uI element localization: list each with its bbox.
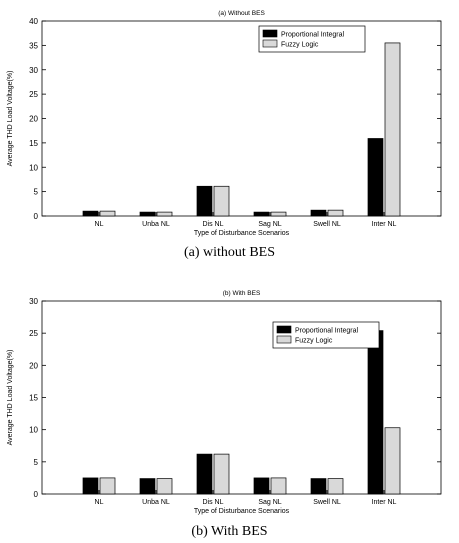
bar-proportional-integral — [253, 477, 270, 495]
chart-title: (a) Without BES — [218, 10, 265, 17]
x-tick-label: Inter NL — [372, 499, 397, 506]
bar-fuzzy-logic — [384, 42, 401, 217]
bar-chart-without-bes: (a) Without BES 0 5 10 15 20 25 30 35 40 NL Unba NL… — [7, 10, 442, 237]
bar-fuzzy-logic — [156, 478, 173, 495]
y-tick-label: 30 — [29, 66, 38, 75]
legend-label: Fuzzy Logic — [281, 42, 319, 49]
x-tick-label: Sag NL — [258, 221, 281, 228]
legend-swatch — [276, 325, 292, 334]
y-tick-label: 35 — [29, 41, 38, 50]
x-tick-label: Unba NL — [142, 499, 170, 506]
bar-proportional-integral — [139, 211, 156, 217]
x-tick-label: NL — [95, 221, 104, 228]
x-axis-label: Type of Disturbance Scenarios — [194, 230, 290, 237]
y-tick-label: 15 — [29, 139, 38, 148]
y-tick-label: 10 — [29, 163, 38, 172]
bar-fuzzy-logic — [384, 427, 401, 495]
y-axis-label: Average THD Load Voltage(%) — [7, 350, 14, 446]
bar-proportional-integral — [310, 209, 327, 217]
legend: Proportional Integral Fuzzy Logic — [258, 25, 366, 53]
x-tick-label: Inter NL — [372, 221, 397, 228]
chart-title: (b) With BES — [223, 290, 261, 297]
bar-fuzzy-logic — [213, 185, 230, 217]
bar-proportional-integral — [367, 138, 384, 217]
x-tick-label: NL — [95, 499, 104, 506]
legend: Proportional Integral Fuzzy Logic — [272, 321, 380, 349]
x-tick-label: Unba NL — [142, 221, 170, 228]
y-tick-label: 0 — [34, 212, 39, 221]
legend-swatch — [276, 335, 292, 344]
y-tick-label: 15 — [29, 394, 38, 403]
y-tick-label: 5 — [34, 188, 39, 197]
y-tick-label: 25 — [29, 329, 38, 338]
y-tick-label: 0 — [34, 490, 39, 499]
bar-proportional-integral — [82, 210, 99, 217]
bar-proportional-integral — [310, 478, 327, 495]
y-axis-label: Average THD Load Voltage(%) — [7, 71, 14, 167]
bar-proportional-integral — [196, 453, 213, 495]
bar-fuzzy-logic — [99, 477, 116, 495]
bar-proportional-integral — [82, 477, 99, 495]
bar-fuzzy-logic — [99, 210, 116, 217]
bar-fuzzy-logic — [213, 453, 230, 495]
legend-label: Proportional Integral — [295, 328, 358, 335]
x-tick-label: Swell NL — [313, 499, 341, 506]
figure-caption-a: (a) without BES — [184, 245, 275, 260]
chart-panel-a: (a) Without BES 0 5 10 15 20 25 30 35 40 NL Unba NL… — [0, 0, 459, 268]
legend-label: Fuzzy Logic — [295, 338, 333, 345]
y-tick-label: 30 — [29, 297, 38, 306]
bar-chart-with-bes: (b) With BES 0 5 10 15 20 25 30 NL Unba NL Dis NL S… — [7, 290, 442, 515]
bar-proportional-integral — [196, 185, 213, 217]
y-tick-label: 40 — [29, 17, 38, 26]
x-tick-label: Sag NL — [258, 499, 281, 506]
x-tick-label: Dis NL — [202, 221, 223, 228]
bar-proportional-integral — [139, 478, 156, 495]
bar-fuzzy-logic — [327, 209, 344, 217]
bar-fuzzy-logic — [270, 211, 287, 217]
legend-swatch — [262, 29, 278, 38]
bar-proportional-integral — [253, 211, 270, 217]
x-axis-label: Type of Disturbance Scenarios — [194, 508, 290, 515]
bar-fuzzy-logic — [156, 211, 173, 217]
figure-caption-b: (b) With BES — [191, 524, 268, 539]
bar-fuzzy-logic — [327, 478, 344, 495]
y-tick-label: 10 — [29, 426, 38, 435]
legend-label: Proportional Integral — [281, 32, 344, 39]
bar-fuzzy-logic — [270, 477, 287, 495]
chart-panel-b: (b) With BES 0 5 10 15 20 25 30 NL Unba NL Dis NL S… — [0, 285, 459, 543]
y-tick-label: 20 — [29, 115, 38, 124]
x-tick-label: Swell NL — [313, 221, 341, 228]
legend-swatch — [262, 39, 278, 48]
bar-proportional-integral — [367, 330, 384, 495]
y-tick-label: 5 — [34, 458, 39, 467]
y-tick-label: 25 — [29, 90, 38, 99]
y-tick-label: 20 — [29, 361, 38, 370]
x-tick-label: Dis NL — [202, 499, 223, 506]
